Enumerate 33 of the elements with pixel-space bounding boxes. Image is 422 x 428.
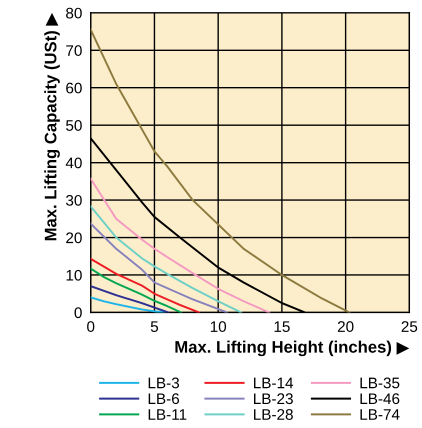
x-axis-title: Max. Lifting Height (inches) ▶ [175,340,410,356]
y-tick-label: 10 [66,270,82,281]
y-tick-label: 20 [66,232,82,244]
y-axis-title: Max. Lifting Capacity (USt) ▶ [44,12,60,240]
line-series [90,178,270,312]
x-tick-label: 25 [402,321,418,332]
y-tick-label: 60 [66,82,82,94]
x-tick-label: 5 [150,321,158,332]
y-tick-label: 0 [74,307,82,318]
legend-label: LB-3 [148,378,180,388]
legend-label: LB-14 [254,378,294,388]
legend-label: LB-23 [254,393,293,404]
legend-label: LB-46 [360,393,400,404]
line-series [90,268,182,312]
x-tick-label: 20 [338,321,354,332]
line-series [90,285,170,312]
line-series [90,258,200,312]
y-tick-label: 80 [66,8,82,19]
y-tick-label: 70 [66,45,82,56]
y-tick-label: 40 [66,158,82,168]
line-series [90,28,350,312]
legend-label: LB-11 [148,409,186,420]
x-tick-label: 0 [87,321,94,332]
x-tick-label: 15 [274,321,290,332]
legend-label: LB-6 [148,393,180,404]
line-series [90,222,228,312]
x-tick-label: 10 [210,321,226,332]
legend-label: LB-74 [360,409,400,420]
legend-label: LB-35 [360,378,400,388]
line-series [90,205,242,312]
y-tick-label: 50 [66,120,82,131]
y-tick-label: 30 [66,194,82,206]
legend-label: LB-28 [254,409,293,420]
